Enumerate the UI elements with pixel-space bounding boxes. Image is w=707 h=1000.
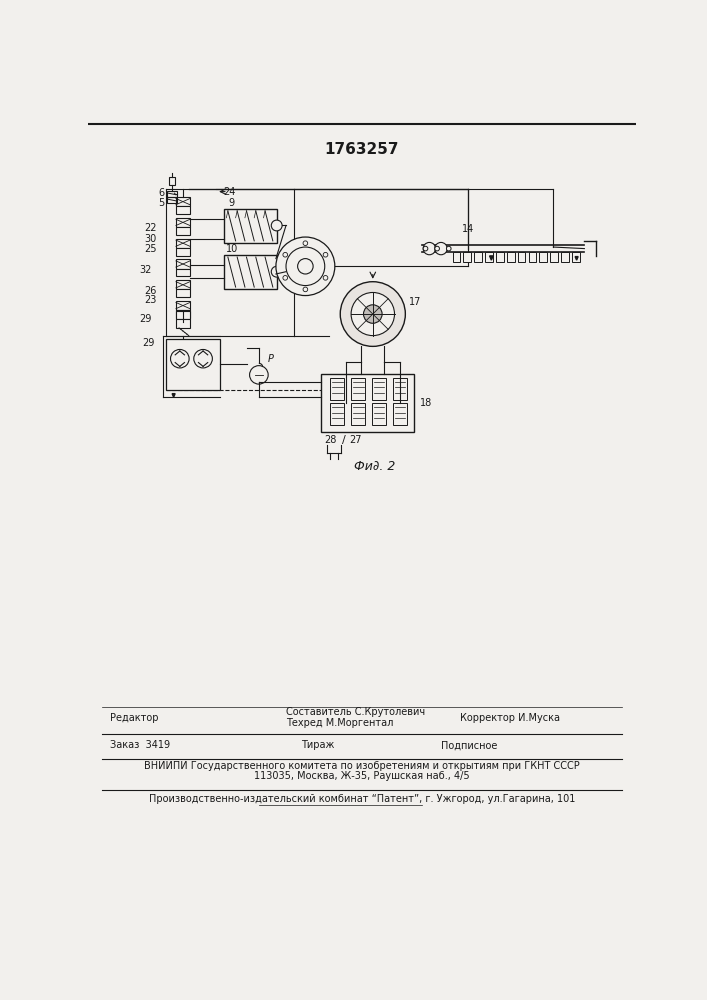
Circle shape: [323, 276, 328, 280]
Text: 14: 14: [462, 224, 474, 234]
Text: Производственно-издательский комбинат “Патент”, г. Ужгород, ул.Гагарина, 101: Производственно-издательский комбинат “П…: [148, 794, 575, 804]
Circle shape: [435, 242, 448, 255]
Bar: [393, 378, 407, 400]
Bar: [169, 177, 175, 185]
Bar: [176, 310, 190, 318]
Bar: [176, 269, 190, 276]
Text: 26: 26: [144, 286, 156, 296]
Text: Редактор: Редактор: [110, 713, 158, 723]
Bar: [176, 206, 190, 214]
Bar: [507, 252, 515, 262]
Bar: [168, 191, 177, 197]
Circle shape: [271, 266, 282, 277]
Text: Тираж: Тираж: [301, 740, 335, 750]
Circle shape: [298, 259, 313, 274]
Bar: [372, 378, 386, 400]
Text: 10: 10: [226, 244, 238, 254]
Circle shape: [276, 237, 335, 296]
Text: 29: 29: [143, 338, 155, 348]
Bar: [321, 374, 414, 432]
Bar: [452, 252, 460, 262]
Circle shape: [351, 292, 395, 336]
Bar: [166, 339, 220, 389]
Bar: [330, 378, 344, 400]
Text: 23: 23: [144, 295, 156, 305]
Text: ВНИИПИ Государственного комитета по изобретениям и открытиям при ГКНТ СССР: ВНИИПИ Государственного комитета по изоб…: [144, 761, 580, 771]
Text: 113035, Москва, Ж-35, Раушская наб., 4/5: 113035, Москва, Ж-35, Раушская наб., 4/5: [254, 771, 469, 781]
Bar: [168, 197, 177, 203]
Bar: [485, 252, 493, 262]
Bar: [539, 252, 547, 262]
Bar: [330, 403, 344, 425]
Circle shape: [303, 287, 308, 292]
Circle shape: [446, 246, 451, 251]
Bar: [176, 289, 190, 297]
Bar: [176, 259, 190, 269]
Circle shape: [194, 349, 212, 368]
Text: 28: 28: [324, 435, 337, 445]
Text: P: P: [267, 354, 274, 364]
Text: Подписное: Подписное: [441, 740, 498, 750]
Text: 1763257: 1763257: [325, 142, 399, 157]
Bar: [393, 403, 407, 425]
Circle shape: [323, 252, 328, 257]
Bar: [518, 252, 525, 262]
Bar: [372, 403, 386, 425]
Text: 18: 18: [420, 398, 432, 408]
Bar: [572, 252, 580, 262]
Text: 5: 5: [158, 198, 164, 208]
Bar: [351, 403, 365, 425]
Circle shape: [286, 247, 325, 286]
Bar: [176, 197, 190, 206]
Text: 6: 6: [158, 188, 164, 198]
Polygon shape: [489, 256, 493, 260]
Circle shape: [423, 246, 428, 251]
Text: Техред М.Моргентал: Техред М.Моргентал: [286, 718, 393, 728]
Text: 24: 24: [223, 187, 235, 197]
Bar: [561, 252, 569, 262]
Text: Составитель С.Крутолевич: Составитель С.Крутолевич: [286, 707, 425, 717]
Text: Заказ  3419: Заказ 3419: [110, 740, 170, 750]
Bar: [176, 301, 190, 310]
Text: 17: 17: [409, 297, 421, 307]
Bar: [351, 378, 365, 400]
Polygon shape: [575, 257, 578, 260]
Circle shape: [340, 282, 405, 346]
Text: Фи∂. 2: Фи∂. 2: [354, 460, 396, 473]
Text: 27: 27: [349, 435, 362, 445]
Circle shape: [271, 220, 282, 231]
Circle shape: [435, 246, 440, 251]
Text: 29: 29: [139, 314, 152, 324]
Circle shape: [423, 242, 436, 255]
Bar: [176, 319, 190, 328]
Bar: [550, 252, 558, 262]
Bar: [474, 252, 482, 262]
Bar: [224, 255, 276, 289]
Circle shape: [170, 349, 189, 368]
Bar: [224, 209, 276, 243]
Bar: [529, 252, 537, 262]
Bar: [496, 252, 504, 262]
Bar: [176, 248, 190, 256]
Circle shape: [363, 305, 382, 323]
Bar: [176, 311, 190, 319]
Text: 32: 32: [139, 265, 152, 275]
Text: 22: 22: [144, 223, 156, 233]
Text: /: /: [342, 435, 346, 445]
Circle shape: [303, 241, 308, 246]
Circle shape: [283, 276, 288, 280]
Bar: [176, 218, 190, 227]
Text: Корректор И.Муска: Корректор И.Муска: [460, 713, 561, 723]
Circle shape: [283, 252, 288, 257]
Bar: [176, 280, 190, 289]
Circle shape: [250, 366, 268, 384]
Bar: [176, 227, 190, 235]
Bar: [176, 239, 190, 248]
Bar: [464, 252, 472, 262]
Text: 9: 9: [228, 198, 235, 208]
Polygon shape: [172, 394, 175, 397]
Text: 30: 30: [144, 234, 156, 244]
Text: 25: 25: [144, 244, 156, 254]
